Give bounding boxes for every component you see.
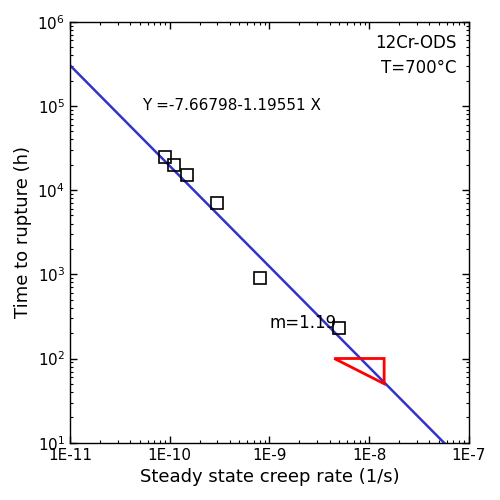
Text: 12Cr-ODS
T=700°C: 12Cr-ODS T=700°C [376,34,457,78]
Y-axis label: Time to rupture (h): Time to rupture (h) [14,146,32,318]
X-axis label: Steady state creep rate (1/s): Steady state creep rate (1/s) [140,468,400,486]
Text: Y =-7.66798-1.19551 X: Y =-7.66798-1.19551 X [142,98,321,114]
Text: m=1.19: m=1.19 [270,314,336,332]
